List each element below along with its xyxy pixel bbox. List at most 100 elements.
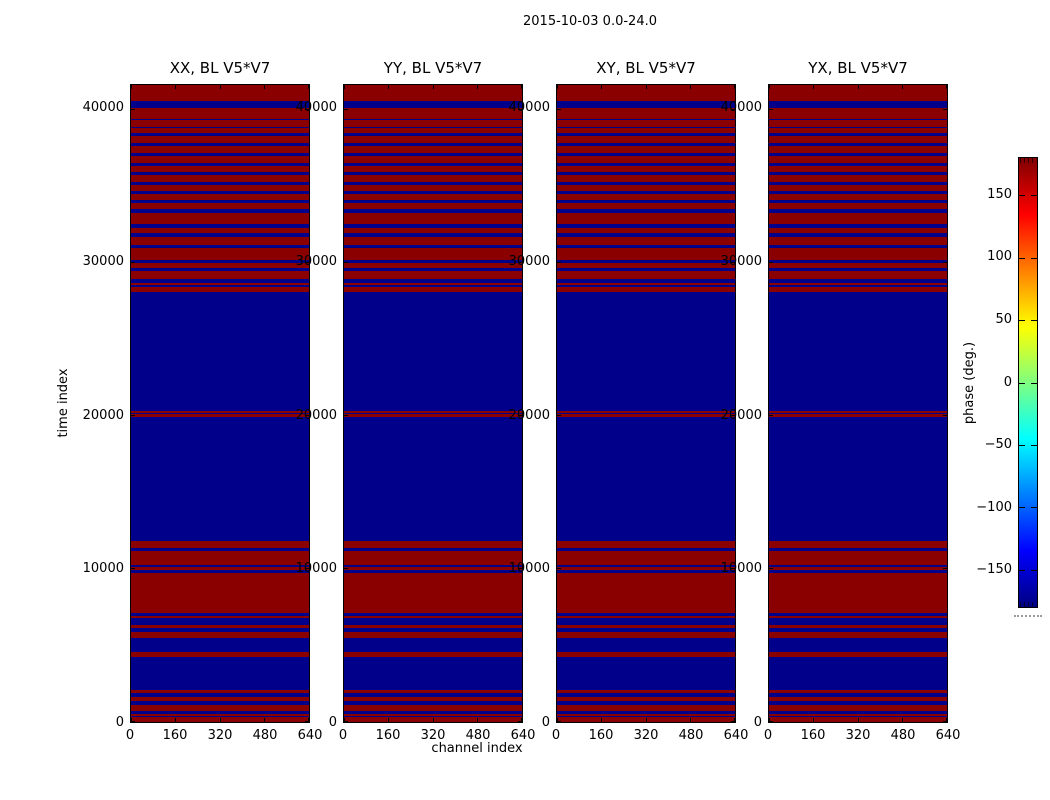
phase-band-blue (344, 693, 522, 698)
phase-band-blue (769, 199, 947, 203)
phase-band-blue (131, 100, 309, 108)
y-tick-label: 0 (115, 715, 124, 730)
colorbar-tick-mark (1019, 445, 1025, 446)
y-tick-label: 40000 (82, 100, 124, 115)
phase-band-blue (557, 638, 735, 653)
colorbar-tick-mark (1031, 570, 1037, 571)
y-tick-mark (305, 415, 309, 416)
phase-band-blue (131, 171, 309, 176)
phase-band-blue (557, 162, 735, 167)
x-tick-label: 480 (678, 728, 704, 743)
phase-band-blue (769, 715, 947, 718)
y-tick-label: 40000 (508, 100, 550, 115)
phase-band-blue (344, 292, 522, 411)
y-tick-label: 30000 (82, 254, 124, 269)
phase-band-blue (131, 416, 309, 541)
phase-band-blue (557, 245, 735, 249)
phase-band-blue (769, 565, 947, 568)
x-tick-mark (175, 718, 176, 722)
x-tick-mark (264, 85, 265, 89)
y-tick-mark (518, 568, 522, 569)
y-tick-mark (344, 415, 348, 416)
x-tick-label: 0 (551, 728, 561, 743)
colorbar (1018, 157, 1038, 608)
y-tick-mark (344, 721, 348, 722)
x-tick-mark (769, 85, 770, 89)
phase-band-blue (557, 565, 735, 568)
y-tick-label: 40000 (295, 100, 337, 115)
y-tick-label: 30000 (295, 254, 337, 269)
x-tick-mark (902, 85, 903, 89)
y-tick-mark (943, 109, 947, 110)
colorbar-tick-mark (1031, 445, 1037, 446)
colorbar-tick-mark (1019, 195, 1025, 196)
x-tick-label: 0 (125, 728, 135, 743)
phase-band-blue (557, 570, 735, 574)
phase-band-blue (131, 570, 309, 574)
y-tick-label: 20000 (82, 408, 124, 423)
y-tick-mark (769, 109, 773, 110)
panel-title: XX, BL V5*V7 (169, 59, 271, 77)
colorbar-tick-mark (1031, 195, 1037, 196)
phase-band-blue (557, 715, 735, 718)
phase-band-blue (344, 628, 522, 633)
y-tick-mark (518, 262, 522, 263)
phase-band-blue (344, 711, 522, 715)
y-tick-label: 0 (328, 715, 337, 730)
phase-band-blue (344, 208, 522, 213)
y-tick-label: 30000 (508, 254, 550, 269)
y-tick-label: 30000 (720, 254, 762, 269)
x-tick-mark (690, 718, 691, 722)
phase-band-blue (131, 142, 309, 147)
panel-title: YX, BL V5*V7 (808, 59, 908, 77)
phase-band-blue (769, 152, 947, 157)
phase-band-blue (557, 260, 735, 264)
y-tick-label: 0 (541, 715, 550, 730)
phase-band-blue (131, 233, 309, 238)
y-axis-label: time index (56, 368, 71, 438)
phase-band-blue (769, 132, 947, 136)
y-tick-mark (557, 109, 561, 110)
phase-band-blue (344, 224, 522, 229)
colorbar-tick-mark (1019, 258, 1025, 259)
phase-band-blue (344, 132, 522, 136)
phase-band-blue (769, 224, 947, 229)
phase-band-blue (769, 181, 947, 185)
phase-band-blue (344, 715, 522, 718)
phase-band-blue (131, 285, 309, 287)
phase-band-blue (557, 118, 735, 121)
x-tick-label: 160 (588, 728, 614, 743)
y-tick-mark (557, 721, 561, 722)
phase-band-blue (557, 181, 735, 185)
x-tick-label: 160 (800, 728, 826, 743)
phase-band-blue (344, 613, 522, 617)
phase-band-blue (769, 570, 947, 574)
x-tick-mark (946, 718, 947, 722)
x-tick-mark (557, 718, 558, 722)
x-tick-mark (433, 85, 434, 89)
phase-band-blue (557, 100, 735, 108)
phase-band-blue (131, 613, 309, 617)
phase-band-blue (769, 701, 947, 706)
phase-band-blue (344, 701, 522, 706)
x-tick-label: 640 (723, 728, 749, 743)
phase-band-blue (769, 142, 947, 147)
y-tick-mark (731, 262, 735, 263)
colorbar-tick-mark (1019, 383, 1025, 384)
x-tick-mark (646, 718, 647, 722)
x-tick-mark (858, 85, 859, 89)
x-tick-label: 160 (375, 728, 401, 743)
x-tick-mark (264, 718, 265, 722)
x-tick-mark (734, 85, 735, 89)
phase-band-blue (131, 224, 309, 229)
phase-band-blue (557, 152, 735, 157)
phase-band-blue (769, 208, 947, 213)
phase-band-blue (557, 126, 735, 129)
phase-band-blue (344, 126, 522, 129)
phase-band-blue (769, 285, 947, 287)
y-tick-mark (131, 109, 135, 110)
y-tick-mark (518, 415, 522, 416)
y-tick-mark (769, 262, 773, 263)
phase-band-blue (344, 416, 522, 541)
x-tick-mark (813, 718, 814, 722)
